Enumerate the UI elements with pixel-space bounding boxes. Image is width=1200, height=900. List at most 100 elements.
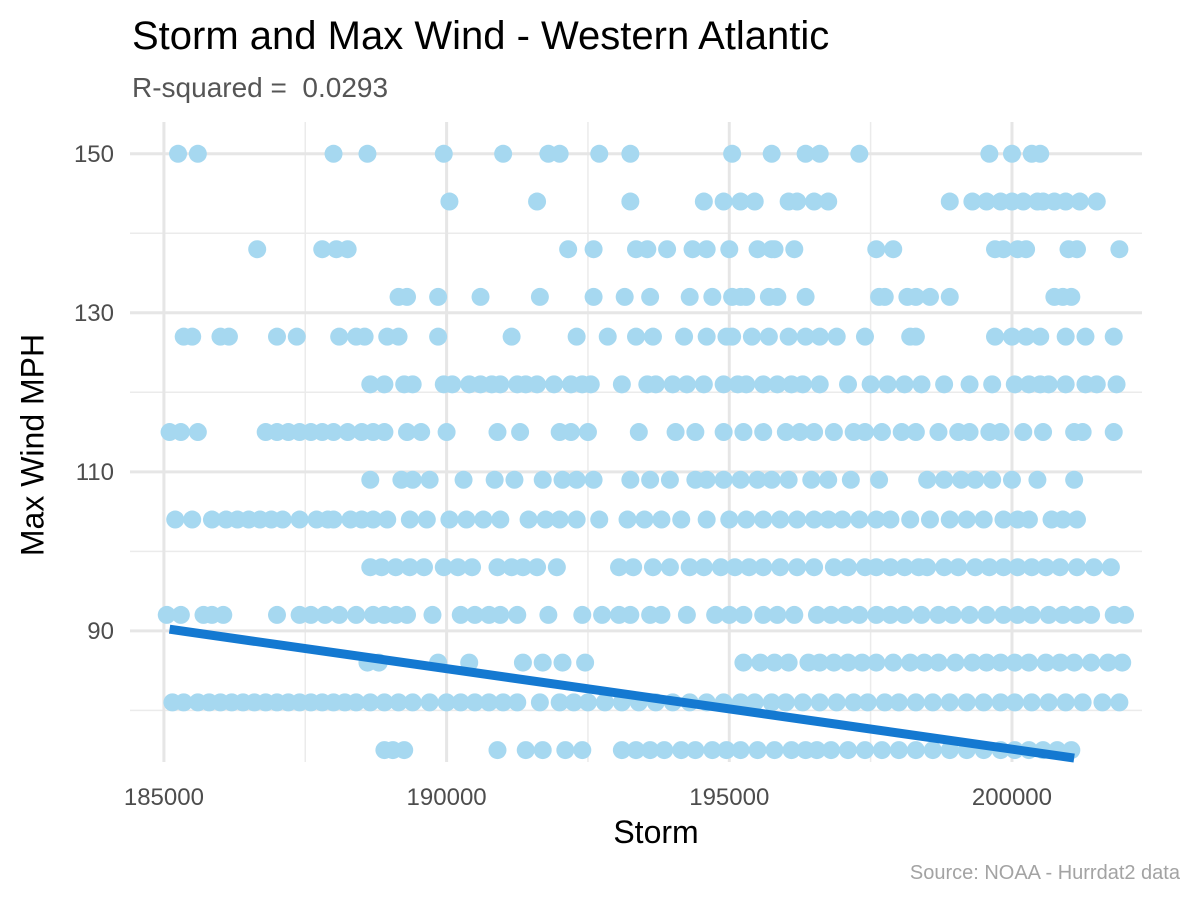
data-point — [338, 240, 357, 259]
data-point — [641, 741, 660, 760]
data-point — [1067, 240, 1086, 259]
data-point — [1056, 327, 1075, 346]
data-point — [697, 470, 716, 489]
data-point — [403, 693, 422, 712]
data-point — [491, 605, 510, 624]
data-point — [855, 741, 874, 760]
data-point — [762, 144, 781, 163]
data-point — [839, 741, 858, 760]
data-point — [530, 287, 549, 306]
data-point — [1019, 653, 1038, 672]
data-point — [861, 375, 880, 394]
data-point — [765, 240, 784, 259]
data-point — [824, 423, 843, 442]
data-point — [892, 423, 911, 442]
data-point — [960, 605, 979, 624]
data-point — [1036, 653, 1055, 672]
data-point — [765, 653, 784, 672]
data-point — [584, 240, 603, 259]
data-point — [1022, 558, 1041, 577]
data-point — [850, 144, 869, 163]
data-point — [833, 510, 852, 529]
data-point — [378, 510, 397, 529]
data-point — [867, 605, 886, 624]
data-point — [737, 287, 756, 306]
data-point — [819, 470, 838, 489]
data-point — [824, 653, 843, 672]
data-point — [1065, 470, 1084, 489]
data-point — [782, 741, 801, 760]
data-point — [785, 605, 804, 624]
data-point — [494, 144, 513, 163]
data-point — [1036, 558, 1055, 577]
data-point — [660, 558, 679, 577]
data-point — [1028, 470, 1047, 489]
data-point — [850, 510, 869, 529]
data-point — [748, 470, 767, 489]
data-point — [895, 558, 914, 577]
data-point — [564, 693, 583, 712]
data-point — [940, 693, 959, 712]
data-point — [1005, 653, 1024, 672]
data-point — [1067, 510, 1086, 529]
data-point — [1104, 327, 1123, 346]
data-point — [940, 510, 959, 529]
chart-subtitle: R-squared = 0.0293 — [132, 72, 389, 103]
data-point — [578, 693, 597, 712]
data-point — [906, 741, 925, 760]
data-point — [347, 693, 366, 712]
data-point — [940, 741, 959, 760]
data-point — [1005, 375, 1024, 394]
data-point — [635, 510, 654, 529]
data-point — [618, 510, 637, 529]
x-tick-label: 190000 — [407, 784, 487, 811]
data-point — [612, 375, 631, 394]
data-point — [1107, 375, 1126, 394]
data-point — [188, 144, 207, 163]
data-point — [1051, 558, 1070, 577]
data-point — [440, 192, 459, 211]
y-tick-label: 150 — [74, 141, 114, 168]
data-point — [779, 327, 798, 346]
data-point — [316, 605, 335, 624]
data-point — [273, 510, 292, 529]
data-point — [1065, 653, 1084, 672]
data-point — [694, 192, 713, 211]
data-point — [768, 287, 787, 306]
data-point — [1005, 693, 1024, 712]
data-point — [267, 327, 286, 346]
data-point — [839, 653, 858, 672]
data-point — [1031, 144, 1050, 163]
data-point — [516, 741, 535, 760]
chart-title: Storm and Max Wind - Western Atlantic — [132, 14, 830, 58]
data-point — [748, 240, 767, 259]
data-point — [1008, 558, 1027, 577]
data-point — [1099, 653, 1118, 672]
data-point — [488, 558, 507, 577]
data-point — [870, 470, 889, 489]
data-point — [202, 510, 221, 529]
data-point — [567, 510, 586, 529]
data-point — [805, 192, 824, 211]
data-point — [488, 423, 507, 442]
data-point — [819, 510, 838, 529]
data-point — [802, 470, 821, 489]
y-axis-label: Max Wind MPH — [14, 333, 51, 557]
data-point — [474, 510, 493, 529]
data-point — [1039, 605, 1058, 624]
data-point — [822, 741, 841, 760]
data-point — [1087, 375, 1106, 394]
data-point — [901, 510, 920, 529]
data-point — [610, 558, 629, 577]
data-point — [434, 144, 453, 163]
data-point — [550, 693, 569, 712]
data-point — [621, 144, 640, 163]
data-point — [545, 375, 564, 394]
data-point — [641, 470, 660, 489]
data-point — [855, 423, 874, 442]
data-point — [867, 558, 886, 577]
data-point — [771, 510, 790, 529]
data-point — [943, 605, 962, 624]
data-point — [1104, 423, 1123, 442]
data-point — [796, 287, 815, 306]
